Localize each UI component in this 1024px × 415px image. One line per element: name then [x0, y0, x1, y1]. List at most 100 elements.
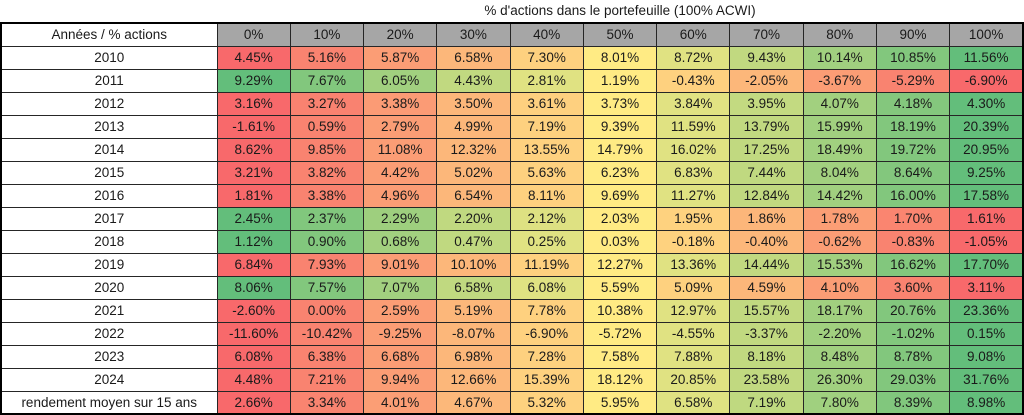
heatmap-cell: -9.25%: [363, 321, 438, 346]
heatmap-cell: 6.54%: [436, 183, 511, 208]
heatmap-cell: 3.60%: [875, 275, 951, 300]
heatmap-cell: 18.49%: [802, 137, 877, 162]
table-row: 2023 6.08% 6.38% 6.68% 6.98% 7.28% 7.58% 7.88% 8…: [0, 344, 1024, 369]
heatmap-cell: 4.30%: [949, 91, 1024, 116]
heatmap-cell: 3.27%: [289, 91, 365, 116]
heatmap-cell: 2.37%: [289, 206, 365, 231]
heatmap-cell: 9.29%: [216, 68, 291, 93]
row-label: 2010: [0, 45, 218, 70]
corner-label: Années / % actions: [0, 22, 218, 47]
heatmap-cell: 8.04%: [802, 160, 877, 185]
heatmap-cell: 4.10%: [802, 275, 877, 300]
heatmap-cell: 6.68%: [363, 344, 438, 369]
heatmap-cell: 5.87%: [363, 45, 438, 70]
heatmap-cell: 19.72%: [875, 137, 951, 162]
heatmap-cell: 7.28%: [509, 344, 584, 369]
header-row: Années / % actions 0% 10% 20% 30% 40% 50% 60% 70…: [0, 22, 1024, 47]
heatmap-cell: 6.58%: [436, 275, 511, 300]
heatmap-cell: 9.39%: [582, 114, 658, 139]
heatmap-cell: 3.38%: [363, 91, 438, 116]
table-row: 2012 3.16% 3.27% 3.38% 3.50% 3.61% 3.73% 3.84% 3…: [0, 91, 1024, 116]
column-header: 70%: [729, 22, 804, 47]
heatmap-cell: -11.60%: [216, 321, 291, 346]
heatmap-cell: 5.16%: [289, 45, 365, 70]
heatmap-cell: -8.07%: [436, 321, 511, 346]
heatmap-cell: 5.32%: [509, 390, 584, 415]
heatmap-cell: 20.95%: [949, 137, 1024, 162]
heatmap-cell: -5.72%: [582, 321, 658, 346]
heatmap-cell: 3.82%: [289, 160, 365, 185]
heatmap-cell: 16.00%: [875, 183, 951, 208]
heatmap-cell: 3.95%: [729, 91, 804, 116]
heatmap-cell: 12.97%: [656, 298, 731, 323]
heatmap-cell: 12.32%: [436, 137, 511, 162]
heatmap-cell: 4.67%: [436, 390, 511, 415]
heatmap-cell: 4.01%: [363, 390, 438, 415]
column-header: 80%: [802, 22, 877, 47]
heatmap-cell: 17.25%: [729, 137, 804, 162]
heatmap-cell: -0.62%: [802, 229, 877, 254]
heatmap-cell: 5.19%: [436, 298, 511, 323]
table-row: 2018 1.12% 0.90% 0.68% 0.47% 0.25% 0.03% -0.18%…: [0, 229, 1024, 254]
table-row: rendement moyen sur 15 ans 2.66% 3.34% 4.01…: [0, 390, 1024, 415]
heatmap-cell: -2.60%: [216, 298, 291, 323]
heatmap-cell: 7.07%: [363, 275, 438, 300]
heatmap-cell: 4.45%: [216, 45, 291, 70]
heatmap-cell: 7.21%: [289, 367, 365, 392]
heatmap-cell: 18.19%: [875, 114, 951, 139]
heatmap-cell: 12.66%: [436, 367, 511, 392]
table-header: Années / % actions 0% 10% 20% 30% 40% 50% 60% 70…: [0, 22, 1024, 47]
row-label: 2016: [0, 183, 218, 208]
table-title: % d'actions dans le portefeuille (100% A…: [484, 3, 756, 18]
heatmap-cell: 11.27%: [656, 183, 731, 208]
heatmap-cell: 1.70%: [875, 206, 951, 231]
heatmap-cell: 5.09%: [656, 275, 731, 300]
heatmap-cell: 10.85%: [875, 45, 951, 70]
heatmap-cell: 13.55%: [509, 137, 584, 162]
heatmap-cell: 7.93%: [289, 252, 365, 277]
row-label: 2024: [0, 367, 218, 392]
table-row: 2011 9.29% 7.67% 6.05% 4.43% 2.81% 1.19% -0.43%…: [0, 68, 1024, 93]
row-label: 2012: [0, 91, 218, 116]
heatmap-cell: 8.06%: [216, 275, 291, 300]
heatmap-cell: 5.59%: [582, 275, 658, 300]
heatmap-cell: 5.95%: [582, 390, 658, 415]
heatmap-cell: -0.83%: [875, 229, 951, 254]
heatmap-cell: 0.00%: [289, 298, 365, 323]
heatmap-cell: 7.19%: [729, 390, 804, 415]
heatmap-cell: 9.94%: [363, 367, 438, 392]
column-header: 20%: [363, 22, 438, 47]
heatmap-cell: 7.80%: [802, 390, 877, 415]
heatmap-cell: 5.02%: [436, 160, 511, 185]
heatmap-cell: 1.81%: [216, 183, 291, 208]
heatmap-cell: 12.84%: [729, 183, 804, 208]
row-label: 2021: [0, 298, 218, 323]
table-row: 2014 8.62% 9.85% 11.08% 12.32% 13.55% 14.79% 16…: [0, 137, 1024, 162]
row-label: 2014: [0, 137, 218, 162]
heatmap-cell: 7.19%: [509, 114, 584, 139]
table-row: 2019 6.84% 7.93% 9.01% 10.10% 11.19% 12.27% 13.…: [0, 252, 1024, 277]
column-header: 100%: [949, 22, 1024, 47]
heatmap-cell: 3.84%: [656, 91, 731, 116]
heatmap-cell: 14.44%: [729, 252, 804, 277]
heatmap-cell: -2.05%: [729, 68, 804, 93]
heatmap-cell: 20.85%: [656, 367, 731, 392]
heatmap-cell: 1.19%: [582, 68, 658, 93]
row-label: 2018: [0, 229, 218, 254]
heatmap-cell: 12.27%: [582, 252, 658, 277]
heatmap-cell: 0.68%: [363, 229, 438, 254]
heatmap-cell: 9.85%: [289, 137, 365, 162]
heatmap-cell: 17.58%: [949, 183, 1024, 208]
heatmap-cell: 6.58%: [656, 390, 731, 415]
heatmap-cell: 2.66%: [216, 390, 291, 415]
heatmap-cell: 3.38%: [289, 183, 365, 208]
heatmap-cell: 3.61%: [509, 91, 584, 116]
heatmap-cell: 1.78%: [802, 206, 877, 231]
heatmap-cell: -0.18%: [656, 229, 731, 254]
heatmap-cell: 4.43%: [436, 68, 511, 93]
row-label: 2017: [0, 206, 218, 231]
returns-table: Années / % actions 0% 10% 20% 30% 40% 50% 60% 70…: [0, 22, 1024, 415]
heatmap-cell: 8.78%: [875, 344, 951, 369]
row-label: 2019: [0, 252, 218, 277]
heatmap-cell: 10.38%: [582, 298, 658, 323]
